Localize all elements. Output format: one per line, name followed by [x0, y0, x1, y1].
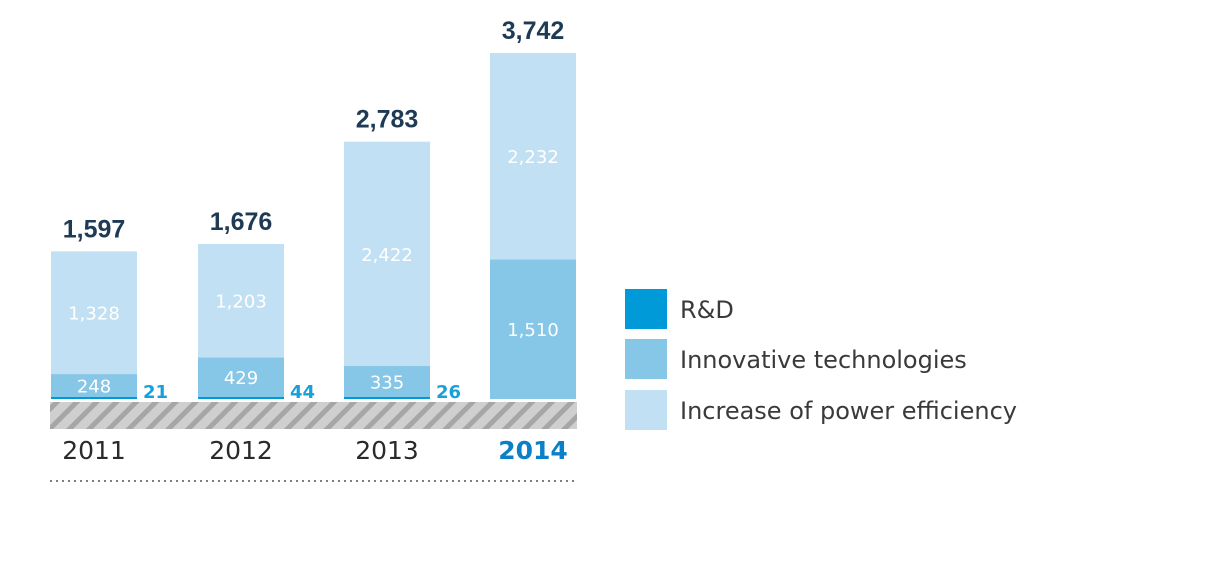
- legend-swatch-0: [625, 289, 667, 329]
- label-total-2013: 2,783: [356, 106, 419, 134]
- label-rd-2013: 26: [436, 382, 461, 403]
- label-rd-2012: 44: [290, 382, 315, 403]
- legend: R&D Innovative technologies Increase of po…: [625, 289, 1017, 430]
- bar-rd-2012: [198, 397, 284, 399]
- baseline-hatched-strip: [50, 402, 577, 429]
- legend-swatch-1: [625, 339, 667, 379]
- label-innovative-2013: 335: [370, 373, 404, 394]
- x-tick-label-2011: 2011: [62, 436, 126, 465]
- bar-rd-2013: [344, 397, 430, 399]
- bar-innovative-2012: [198, 357, 284, 397]
- legend-swatch-2: [625, 390, 667, 430]
- x-tick-label-2013: 2013: [355, 436, 419, 465]
- x-axis-labels: 2011 2012 2013 2014: [62, 436, 568, 465]
- bar-innovative-2013: [344, 366, 430, 397]
- x-tick-label-2014: 2014: [498, 436, 568, 465]
- label-rd-2011: 21: [143, 382, 168, 403]
- label-innovative-2011: 248: [77, 377, 111, 398]
- bars-layer: [51, 53, 576, 399]
- bar-innovative-2011: [51, 374, 137, 397]
- label-efficiency-2011: 1,328: [68, 304, 120, 325]
- label-efficiency-2013: 2,422: [361, 245, 413, 266]
- label-efficiency-2014: 2,232: [507, 147, 559, 168]
- bar-rd-2011: [51, 397, 137, 399]
- bar-innovative-2014: [490, 259, 576, 399]
- label-efficiency-2012: 1,203: [215, 292, 267, 313]
- bar-efficiency-2011: [51, 251, 137, 375]
- label-total-2014: 3,742: [502, 17, 565, 45]
- legend-label-2: Increase of power efficiency: [680, 397, 1017, 425]
- bar-efficiency-2014: [490, 53, 576, 260]
- label-innovative-2012: 429: [224, 368, 258, 389]
- label-total-2011: 1,597: [63, 215, 126, 243]
- label-total-2012: 1,676: [210, 208, 273, 236]
- bar-efficiency-2013: [344, 141, 430, 367]
- labels-layer: 1,328 248 21 1,597 1,203 429 44 1,676 2,422 335 26…: [63, 17, 565, 403]
- legend-label-0: R&D: [680, 296, 734, 324]
- bar-efficiency-2012: [198, 244, 284, 358]
- x-tick-label-2012: 2012: [209, 436, 273, 465]
- legend-label-1: Innovative technologies: [680, 346, 967, 374]
- label-innovative-2014: 1,510: [507, 320, 559, 341]
